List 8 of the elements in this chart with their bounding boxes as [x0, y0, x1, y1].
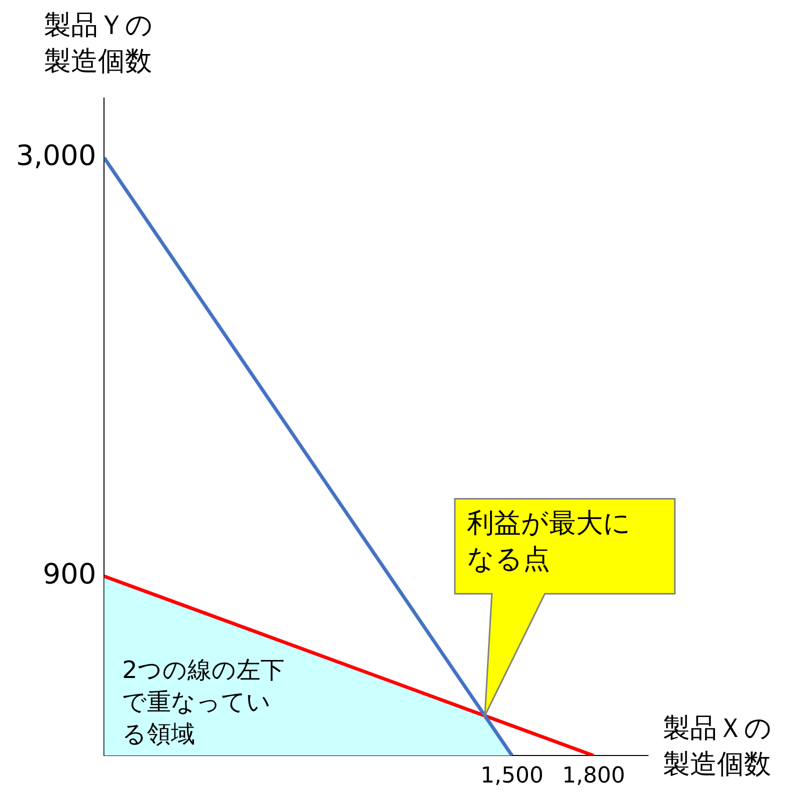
y-axis-title: 製品Ｙの製造個数	[44, 9, 154, 79]
x-axis-title: 製品Ｘの製造個数	[663, 712, 773, 782]
x-tick-label: 1,500	[480, 764, 544, 789]
x-tick-label: 1,800	[562, 764, 626, 789]
y-tick-label: 3,000	[16, 139, 96, 172]
y-tick-label: 900	[42, 558, 96, 591]
annotation: 利益が最大になる点	[466, 506, 632, 577]
annotation: 2つの線の左下で重なっている領域	[122, 654, 286, 750]
